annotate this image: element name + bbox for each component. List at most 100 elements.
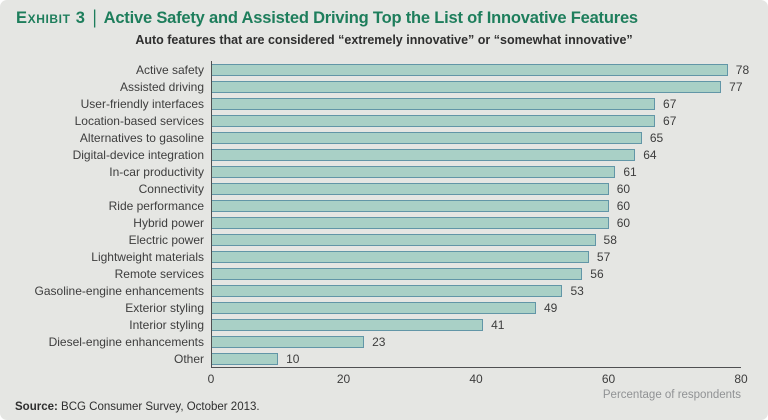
bar-row: Exterior styling 49	[0, 299, 741, 316]
value-label: 10	[286, 351, 300, 366]
value-label: 60	[616, 198, 631, 213]
title-separator: |	[92, 7, 97, 29]
bar	[212, 335, 365, 348]
bar-track: 61	[211, 163, 741, 180]
bar-row: Gasoline-engine enhancements 53	[0, 282, 741, 299]
category-label: Assisted driving	[119, 79, 204, 94]
bar-row: Electric power 58	[0, 231, 741, 248]
x-axis-label-row: Percentage of respondents	[0, 389, 741, 401]
bar-track: 23	[211, 333, 741, 350]
bar	[212, 148, 636, 161]
x-axis-ticks: 0 20 40 60 80	[207, 367, 748, 387]
bar-row: User-friendly interfaces 67	[0, 95, 741, 112]
source-label: Source:	[15, 401, 58, 413]
bar	[212, 182, 609, 195]
bar-rows: Active safety 78 Assisted driving 77 User-fr…	[0, 61, 749, 367]
bar-track: 58	[211, 231, 741, 248]
bar-row: Hybrid power 60	[0, 214, 741, 231]
bar	[212, 80, 722, 93]
category-label: Interior styling	[129, 317, 204, 332]
bar-row: Location-based services 67	[0, 112, 741, 129]
value-label: 53	[570, 283, 584, 298]
bar-row: Diesel-engine enhancements 23	[0, 333, 741, 350]
bar	[212, 267, 583, 280]
axis-spacer	[0, 367, 211, 387]
bar-track: 60	[211, 214, 741, 231]
category-label: Location-based services	[74, 113, 204, 128]
source-note: Source: BCG Consumer Survey, October 201…	[15, 401, 260, 413]
value-label: 58	[603, 232, 617, 247]
category-label: Exterior styling	[125, 300, 204, 315]
bar	[212, 97, 656, 110]
bar	[212, 318, 484, 331]
category-label: In-car productivity	[109, 164, 204, 179]
x-tick-label: 40	[469, 372, 483, 386]
category-label: Gasoline-engine enhancements	[34, 283, 204, 298]
page-title: Active Safety and Assisted Driving Top t…	[103, 9, 638, 27]
bar-row: Ride performance 60	[0, 197, 741, 214]
bar-row: Active safety 78	[0, 61, 749, 78]
value-label: 23	[372, 334, 386, 349]
bar-track: 60	[211, 197, 741, 214]
value-label: 56	[590, 266, 604, 281]
source-text: BCG Consumer Survey, October 2013.	[57, 401, 260, 413]
value-label: 60	[616, 215, 631, 230]
bar-track: 67	[211, 95, 741, 112]
value-label: 67	[663, 96, 677, 111]
bar	[212, 114, 656, 127]
value-label: 78	[735, 62, 750, 77]
exhibit-title: Exhibit 3 | Active Safety and Assisted Dri…	[16, 7, 758, 29]
value-label: 65	[649, 130, 664, 145]
x-tick-label: 60	[601, 372, 616, 386]
category-label: Lightweight materials	[91, 249, 204, 264]
value-label: 49	[544, 300, 558, 315]
bar-track: 78	[211, 61, 749, 78]
bar-row: Digital-device integration 64	[0, 146, 741, 163]
bar-row: Assisted driving 77	[0, 78, 743, 95]
bar-row: In-car productivity 61	[0, 163, 741, 180]
bar-track: 65	[211, 129, 741, 146]
bar-track: 77	[211, 78, 743, 95]
bar	[212, 199, 609, 212]
bar-track: 49	[211, 299, 741, 316]
x-tick-label: 0	[207, 372, 215, 386]
bar-track: 41	[211, 316, 741, 333]
bar-row: Other 10	[0, 350, 741, 367]
bar-track: 10	[211, 350, 741, 367]
category-label: Connectivity	[138, 181, 204, 196]
bar-track: 57	[211, 248, 741, 265]
category-label: Other	[173, 351, 204, 366]
bar	[212, 165, 616, 178]
category-label: Remote services	[114, 266, 204, 281]
bar-row: Interior styling 41	[0, 316, 741, 333]
value-label: 67	[663, 113, 677, 128]
value-label: 64	[643, 147, 657, 162]
category-label: User-friendly interfaces	[80, 96, 204, 111]
bar	[212, 216, 609, 229]
category-label: Ride performance	[108, 198, 204, 213]
bar	[212, 233, 596, 246]
bar	[212, 284, 563, 297]
bar-row: Lightweight materials 57	[0, 248, 741, 265]
category-label: Alternatives to gasoline	[79, 130, 204, 145]
bar-track: 56	[211, 265, 741, 282]
category-label: Electric power	[128, 232, 204, 247]
value-label: 57	[596, 249, 611, 264]
value-label: 77	[729, 79, 743, 94]
category-label: Hybrid power	[133, 215, 204, 230]
bar-track: 64	[211, 146, 741, 163]
x-axis-label: Percentage of respondents	[602, 389, 741, 401]
bar	[212, 250, 589, 263]
bar-chart: Active safety 78 Assisted driving 77 User-fr…	[0, 61, 749, 401]
category-label: Active safety	[135, 62, 204, 77]
category-label: Diesel-engine enhancements	[48, 334, 204, 349]
value-label: 61	[623, 164, 637, 179]
bar-track: 60	[211, 180, 741, 197]
bar-row: Alternatives to gasoline 65	[0, 129, 741, 146]
value-label: 41	[491, 317, 505, 332]
bar-row: Connectivity 60	[0, 180, 741, 197]
bar	[212, 63, 728, 76]
bar	[212, 131, 642, 144]
x-tick-label: 80	[734, 372, 748, 386]
